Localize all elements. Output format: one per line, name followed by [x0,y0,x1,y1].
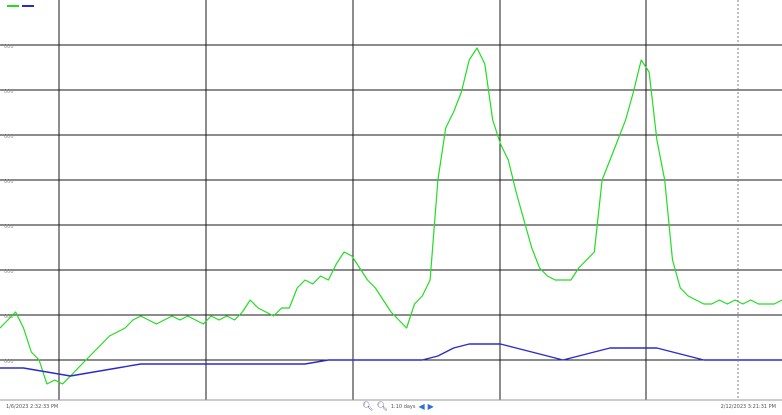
plot-background [0,0,782,400]
y-tick-label: 000 [4,269,14,275]
y-tick-label: 000 [4,179,14,185]
arrow-right-icon[interactable]: ▶ [427,402,434,411]
series-line-2 [0,343,782,377]
legend-chip-series-2 [22,5,34,7]
magnifier-plus-icon[interactable]: 🔍︎ [362,402,374,412]
series-line-1 [0,47,782,385]
y-tick-label: 000 [4,134,14,140]
y-tick-label: 000 [4,359,14,365]
y-tick-label: 000 [4,314,14,320]
y-tick-label: 000 [4,44,14,50]
y-tick-label: 000 [4,224,14,230]
zoom-level: 1:10 days [390,404,416,410]
series-layer [0,47,782,385]
legend-chip-series-1 [7,5,19,7]
y-tick-label: 000 [4,89,14,95]
time-range-end: 2/12/2023 3:21:31 PM [720,404,776,410]
arrow-left-icon[interactable]: ◀ [418,402,425,411]
magnifier-minus-icon[interactable]: 🔍︎ [376,402,388,412]
time-range-start: 1/6/2023 2:32:33 PM [6,404,59,410]
zoom-toolbar: 🔍︎ 🔍︎ 1:10 days ◀ ▶ [362,401,434,413]
y-tick-labels: 000 000 000 000 000 000 000 000 [4,44,14,365]
